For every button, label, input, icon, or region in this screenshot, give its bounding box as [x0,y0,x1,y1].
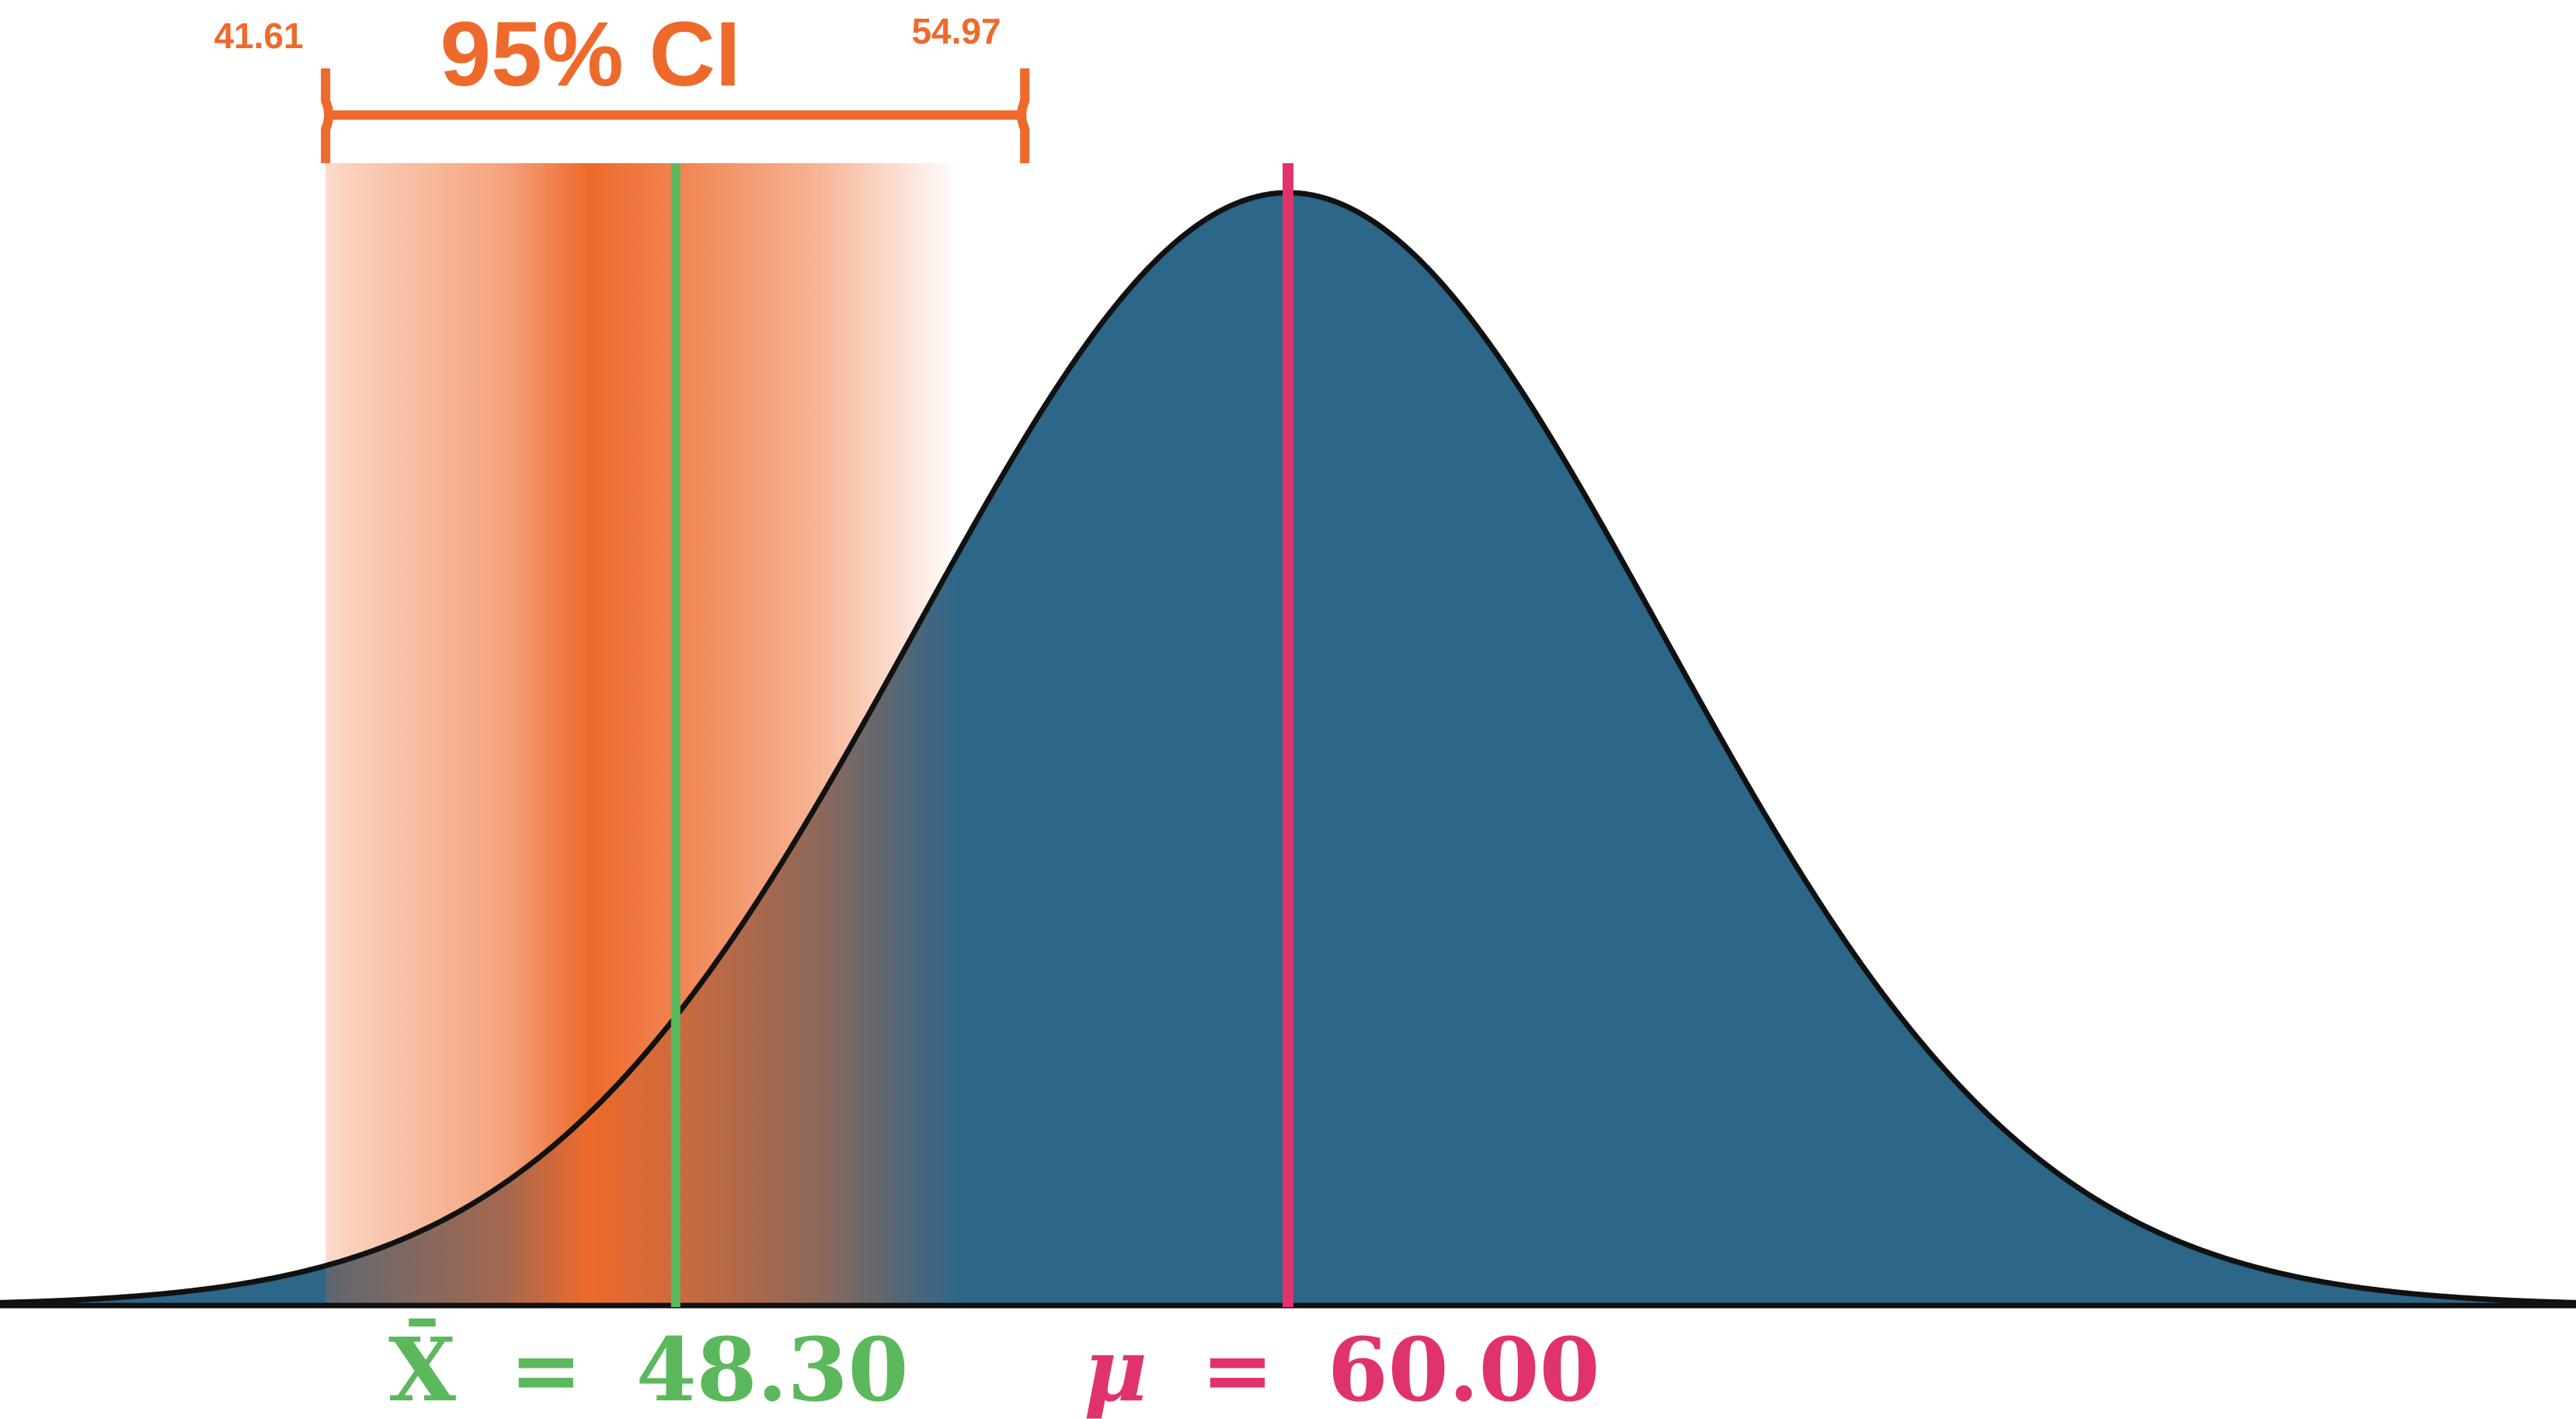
population-mean-label: μ = 60.00 [1084,1320,1600,1419]
ci-title: 95% CI [440,3,741,106]
ci-lower-label: 41.61 [214,16,303,56]
ci-cap-left [321,68,334,163]
ci-upper-label: 54.97 [911,11,1001,51]
sample-mean-label: X̄ = 48.30 [388,1318,908,1419]
sample-mean-equals: = [510,1320,583,1419]
population-mean-equals: = [1201,1320,1274,1419]
population-mean-value: 60.00 [1328,1320,1600,1419]
sample-mean-value: 48.30 [636,1320,909,1419]
population-mean-symbol: μ [1084,1320,1147,1419]
ci-bracket [321,68,1030,163]
sample-mean-symbol: X̄ [388,1318,456,1419]
ci-cap-right [1017,68,1030,163]
